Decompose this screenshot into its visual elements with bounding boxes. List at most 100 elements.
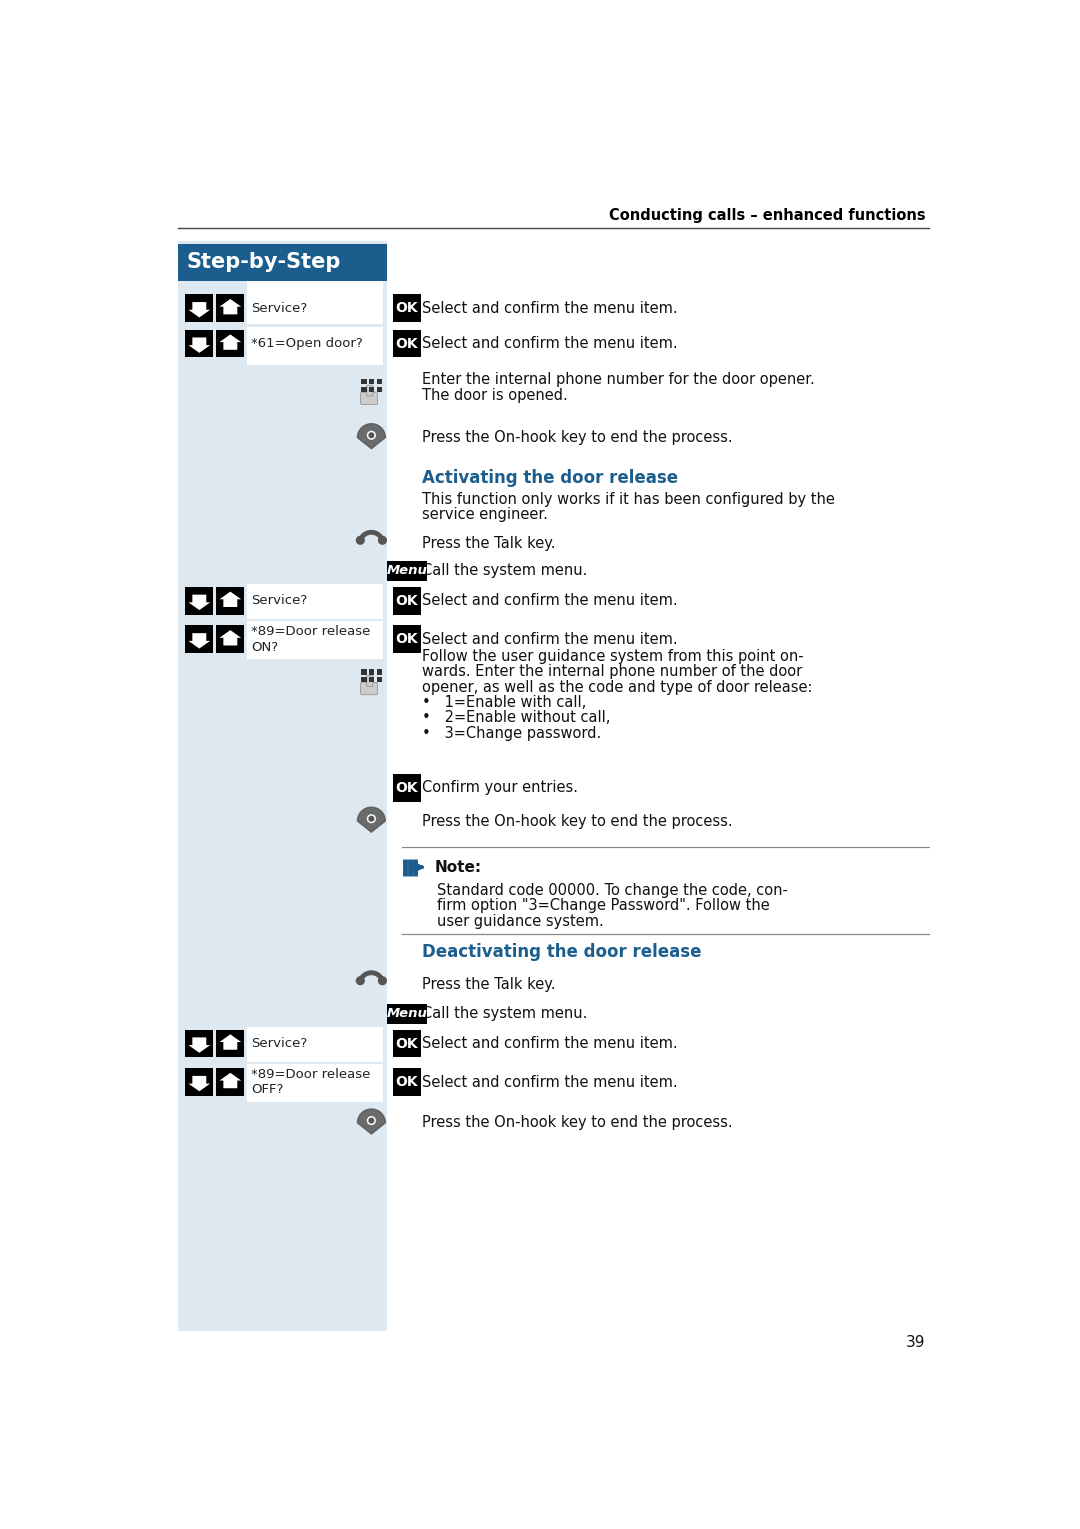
Text: service engineer.: service engineer.	[422, 508, 548, 521]
FancyBboxPatch shape	[361, 682, 378, 694]
FancyBboxPatch shape	[186, 625, 213, 653]
Polygon shape	[219, 1034, 241, 1050]
Text: opener, as well as the code and type of door release:: opener, as well as the code and type of …	[422, 679, 812, 694]
FancyBboxPatch shape	[377, 387, 382, 391]
Text: firm option "3=Change Password". Follow the: firm option "3=Change Password". Follow …	[437, 898, 770, 913]
Circle shape	[367, 1116, 375, 1124]
Text: OK: OK	[395, 336, 418, 350]
Text: Conducting calls – enhanced functions: Conducting calls – enhanced functions	[609, 208, 926, 223]
FancyBboxPatch shape	[247, 584, 383, 619]
FancyBboxPatch shape	[387, 561, 428, 581]
Polygon shape	[189, 633, 211, 648]
Circle shape	[356, 977, 364, 985]
Text: Select and confirm the menu item.: Select and confirm the menu item.	[422, 301, 677, 315]
FancyBboxPatch shape	[387, 1003, 428, 1023]
FancyBboxPatch shape	[216, 330, 244, 358]
Text: Standard code 00000. To change the code, con-: Standard code 00000. To change the code,…	[437, 882, 788, 898]
FancyBboxPatch shape	[377, 677, 382, 682]
FancyBboxPatch shape	[362, 670, 367, 674]
Text: OK: OK	[395, 633, 418, 647]
Text: Press the On-hook key to end the process.: Press the On-hook key to end the process…	[422, 430, 732, 445]
Text: Service?: Service?	[252, 1037, 308, 1050]
Text: *89=Door release: *89=Door release	[252, 1067, 370, 1081]
Polygon shape	[219, 335, 241, 350]
Polygon shape	[189, 1076, 211, 1092]
Polygon shape	[189, 1037, 211, 1053]
Text: Press the On-hook key to end the process.: Press the On-hook key to end the process…	[422, 1115, 732, 1130]
Text: Select and confirm the menu item.: Select and confirm the menu item.	[422, 1037, 677, 1050]
Polygon shape	[219, 592, 241, 607]
FancyBboxPatch shape	[216, 587, 244, 615]
FancyBboxPatch shape	[247, 1064, 383, 1102]
FancyBboxPatch shape	[369, 387, 375, 391]
Text: user guidance system.: user guidance system.	[437, 914, 604, 928]
Text: Confirm your entries.: Confirm your entries.	[422, 780, 578, 795]
FancyBboxPatch shape	[216, 1029, 244, 1058]
Text: •   1=Enable with call,: • 1=Enable with call,	[422, 696, 586, 709]
Polygon shape	[357, 1109, 386, 1135]
Text: Call the system menu.: Call the system menu.	[422, 1006, 588, 1021]
FancyBboxPatch shape	[362, 677, 367, 682]
Text: The door is opened.: The door is opened.	[422, 388, 567, 402]
FancyBboxPatch shape	[361, 391, 378, 405]
Text: Note:: Note:	[434, 859, 482, 875]
Text: *89=Door release: *89=Door release	[252, 625, 370, 638]
Polygon shape	[189, 303, 211, 318]
Text: This function only works if it has been configured by the: This function only works if it has been …	[422, 492, 835, 506]
FancyBboxPatch shape	[369, 677, 375, 682]
FancyBboxPatch shape	[393, 774, 421, 801]
Text: OK: OK	[395, 593, 418, 609]
Circle shape	[367, 815, 375, 823]
FancyBboxPatch shape	[393, 1029, 421, 1058]
Text: ON?: ON?	[252, 641, 279, 653]
Circle shape	[379, 537, 387, 544]
FancyBboxPatch shape	[377, 379, 382, 384]
FancyBboxPatch shape	[177, 242, 387, 1330]
Text: Call the system menu.: Call the system menu.	[422, 563, 588, 578]
Polygon shape	[219, 630, 241, 645]
Text: 39: 39	[906, 1335, 926, 1350]
FancyBboxPatch shape	[362, 387, 367, 391]
FancyBboxPatch shape	[393, 587, 421, 615]
Circle shape	[369, 1118, 374, 1122]
FancyBboxPatch shape	[369, 379, 375, 384]
Circle shape	[379, 977, 387, 985]
FancyBboxPatch shape	[393, 1069, 421, 1096]
Text: Service?: Service?	[252, 301, 308, 315]
Polygon shape	[189, 595, 211, 610]
FancyBboxPatch shape	[369, 670, 375, 674]
FancyBboxPatch shape	[367, 385, 373, 396]
Text: OK: OK	[395, 1037, 418, 1050]
Polygon shape	[219, 1073, 241, 1089]
Text: Select and confirm the menu item.: Select and confirm the menu item.	[422, 1075, 677, 1090]
FancyBboxPatch shape	[177, 243, 387, 280]
Text: Press the On-hook key to end the process.: Press the On-hook key to end the process…	[422, 813, 732, 829]
FancyBboxPatch shape	[367, 676, 373, 687]
FancyBboxPatch shape	[377, 670, 382, 674]
FancyBboxPatch shape	[393, 295, 421, 323]
Text: Deactivating the door release: Deactivating the door release	[422, 943, 701, 960]
Polygon shape	[219, 300, 241, 315]
Text: Select and confirm the menu item.: Select and confirm the menu item.	[422, 336, 677, 352]
FancyBboxPatch shape	[247, 327, 383, 365]
FancyBboxPatch shape	[247, 1026, 383, 1063]
FancyBboxPatch shape	[186, 1069, 213, 1096]
Text: Follow the user guidance system from this point on-: Follow the user guidance system from thi…	[422, 648, 804, 664]
FancyBboxPatch shape	[186, 295, 213, 323]
Text: OK: OK	[395, 781, 418, 795]
Text: Select and confirm the menu item.: Select and confirm the menu item.	[422, 593, 677, 609]
Polygon shape	[189, 338, 211, 353]
FancyBboxPatch shape	[393, 625, 421, 653]
FancyBboxPatch shape	[186, 330, 213, 358]
FancyBboxPatch shape	[393, 330, 421, 358]
FancyBboxPatch shape	[186, 587, 213, 615]
Polygon shape	[357, 807, 386, 832]
Circle shape	[367, 431, 375, 439]
Text: OK: OK	[395, 301, 418, 315]
Text: Select and confirm the menu item.: Select and confirm the menu item.	[422, 631, 677, 647]
FancyBboxPatch shape	[216, 295, 244, 323]
FancyBboxPatch shape	[247, 621, 383, 659]
Text: Press the Talk key.: Press the Talk key.	[422, 537, 555, 552]
Text: Menu: Menu	[387, 564, 428, 578]
FancyBboxPatch shape	[362, 379, 367, 384]
